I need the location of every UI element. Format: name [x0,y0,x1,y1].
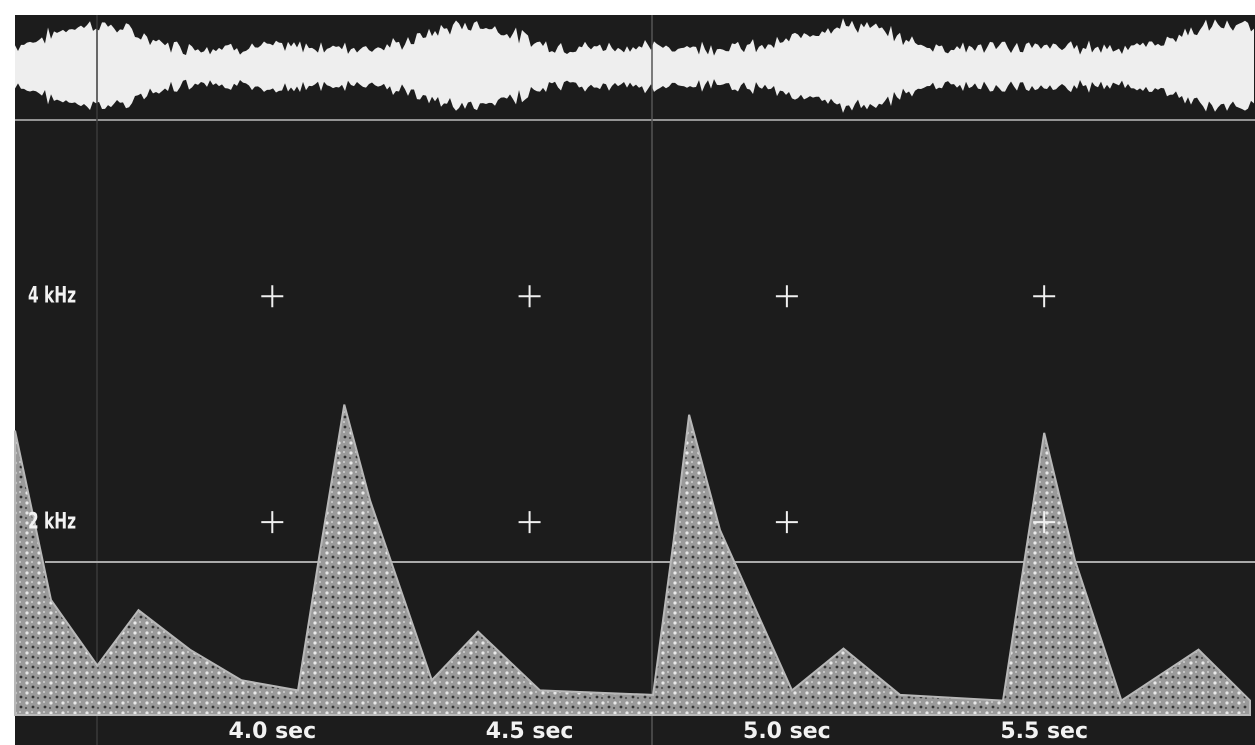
x-tick-label: 4.0 sec [228,719,316,744]
x-tick-label: 5.0 sec [743,719,831,744]
x-tick-label: 5.5 sec [1000,719,1088,744]
x-tick-label: 4.5 sec [486,719,574,744]
y-tick-label: 4 kHz [28,283,76,308]
y-tick-label: 2 kHz [28,509,76,534]
spectrogram-display: 2 kHz 4 kHz 4.0 sec 4.5 sec 5.0 sec 5.5 sec [0,0,1255,745]
